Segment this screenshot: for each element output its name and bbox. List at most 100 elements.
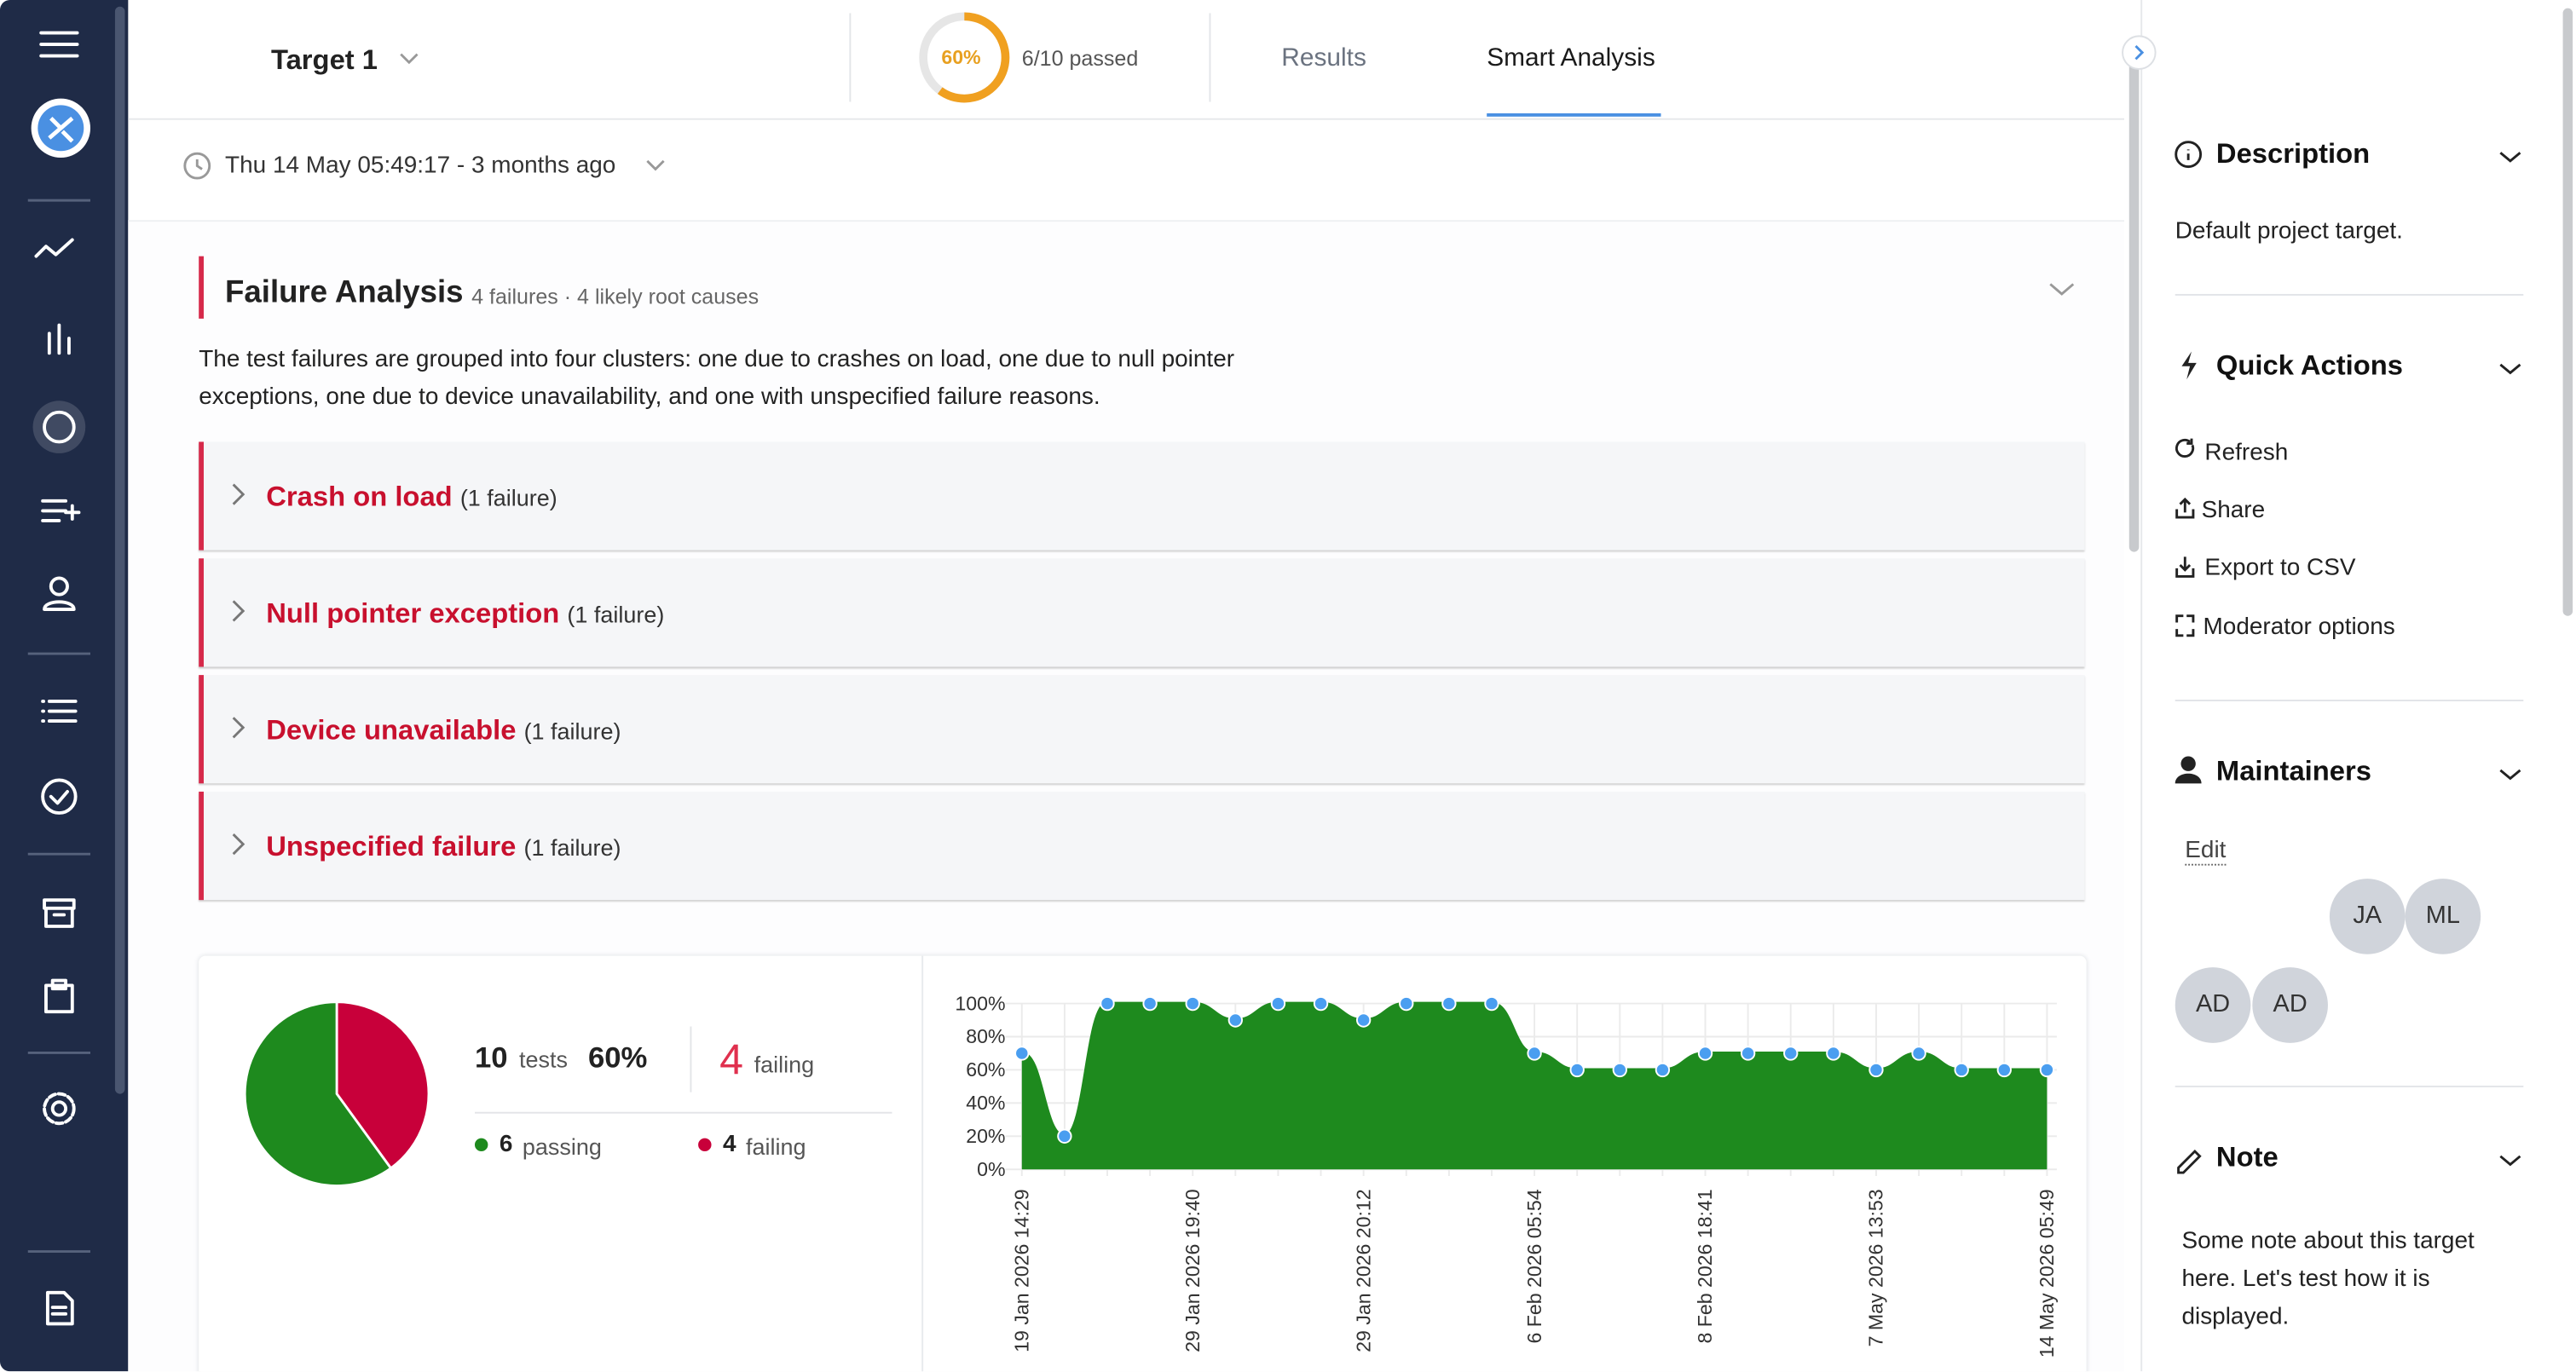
user-icon[interactable] bbox=[49, 576, 69, 597]
action-refresh[interactable]: Refresh bbox=[2204, 440, 2289, 467]
cluster-row[interactable]: Crash on load (1 failure) bbox=[199, 441, 2085, 551]
x-tick-label: 29 Jan 2026 19:40 bbox=[1181, 1189, 1204, 1352]
target-chevron[interactable] bbox=[395, 44, 428, 78]
expand-chevron bbox=[232, 833, 245, 856]
data-point bbox=[1697, 1046, 1713, 1061]
y-tick-label: 80% bbox=[966, 1025, 1005, 1047]
cluster-row[interactable]: Device unavailable (1 failure) bbox=[199, 675, 2085, 784]
legend-dot bbox=[698, 1138, 712, 1152]
data-point bbox=[2039, 1062, 2055, 1078]
clock-icon bbox=[183, 152, 211, 180]
nav-scrollbar bbox=[114, 6, 125, 1094]
data-point bbox=[1014, 1046, 1030, 1061]
timestamp-chevron[interactable] bbox=[641, 151, 674, 184]
data-point bbox=[1227, 1012, 1243, 1028]
header bbox=[128, 0, 2124, 120]
chevron bbox=[232, 600, 245, 622]
avatar[interactable]: JA bbox=[2329, 879, 2406, 954]
bars-icon[interactable] bbox=[47, 323, 71, 355]
check-icon[interactable] bbox=[41, 778, 78, 815]
cluster-name: Null pointer exception (1 failure) bbox=[266, 597, 665, 630]
total-tests: 10 bbox=[474, 1041, 508, 1075]
accent-bar bbox=[199, 256, 204, 319]
target-name[interactable]: Target 1 bbox=[271, 44, 378, 76]
data-point bbox=[1740, 1046, 1756, 1061]
x-tick-label: 19 Jan 2026 14:29 bbox=[1010, 1189, 1032, 1352]
separator bbox=[2175, 1085, 2524, 1087]
data-point bbox=[1911, 1046, 1926, 1061]
action-moderator[interactable]: Moderator options bbox=[2203, 614, 2395, 641]
area-fill bbox=[1021, 1003, 2048, 1170]
cluster-name: Unspecified failure (1 failure) bbox=[266, 831, 621, 862]
divider bbox=[474, 1111, 892, 1114]
archive-icon[interactable] bbox=[43, 898, 76, 928]
data-point bbox=[1399, 995, 1414, 1012]
data-point bbox=[1826, 1046, 1841, 1061]
data-point bbox=[1441, 995, 1457, 1012]
data-point bbox=[1270, 995, 1286, 1012]
maintainers-title[interactable]: Maintainers bbox=[2215, 755, 2372, 787]
cluster-count: (1 failure) bbox=[459, 484, 557, 511]
legend-dot bbox=[474, 1138, 488, 1152]
timestamp[interactable]: Thu 14 May 05:49:17 - 3 months ago bbox=[225, 153, 616, 180]
x-tick-label: 14 May 2026 05:49 bbox=[2036, 1189, 2058, 1358]
divider bbox=[921, 955, 924, 1372]
add-list-icon[interactable] bbox=[41, 499, 81, 522]
data-point bbox=[1612, 1062, 1627, 1078]
y-tick-label: 0% bbox=[977, 1158, 1005, 1180]
doc-icon[interactable] bbox=[45, 1290, 74, 1326]
list-icon[interactable] bbox=[41, 700, 78, 723]
pie-slice bbox=[335, 1000, 430, 1170]
sidebar-toggle[interactable] bbox=[2119, 33, 2158, 72]
divider bbox=[849, 13, 852, 102]
settings-icon[interactable] bbox=[50, 1100, 68, 1117]
x-tick-label: 7 May 2026 13:53 bbox=[1865, 1189, 1887, 1346]
data-point bbox=[1783, 1046, 1799, 1061]
pass-rate: 60% bbox=[587, 1041, 648, 1075]
note-title[interactable]: Note bbox=[2215, 1141, 2279, 1173]
separator bbox=[2175, 700, 2524, 701]
legend-label: passing bbox=[522, 1133, 602, 1160]
main-scrollbar bbox=[2128, 49, 2140, 552]
cluster-row[interactable]: Null pointer exception (1 failure) bbox=[199, 558, 2085, 667]
data-point bbox=[1868, 1062, 1884, 1078]
action-export[interactable]: Export to CSV bbox=[2204, 555, 2356, 582]
ring-progress bbox=[919, 12, 1010, 103]
chevron bbox=[232, 833, 245, 856]
y-tick-label: 20% bbox=[966, 1125, 1005, 1147]
data-point bbox=[1100, 995, 1115, 1012]
data-point bbox=[1484, 995, 1499, 1012]
pie-slice bbox=[243, 1000, 393, 1187]
collapse-chevron[interactable] bbox=[2045, 274, 2078, 308]
edit-link[interactable]: Edit bbox=[2185, 837, 2227, 866]
tab-results[interactable]: Results bbox=[1281, 44, 1366, 72]
legend-value: 4 bbox=[723, 1131, 736, 1158]
action-share[interactable]: Share bbox=[2201, 497, 2266, 524]
legend-value: 6 bbox=[499, 1131, 513, 1158]
description-title[interactable]: Description bbox=[2215, 137, 2371, 170]
data-point bbox=[1313, 995, 1329, 1012]
clipboard-icon[interactable] bbox=[44, 978, 74, 1014]
quick-actions-title[interactable]: Quick Actions bbox=[2215, 349, 2403, 382]
y-tick-label: 40% bbox=[966, 1092, 1005, 1114]
pie-icon[interactable] bbox=[43, 410, 76, 444]
trend-icon[interactable] bbox=[34, 238, 74, 258]
avatar[interactable]: AD bbox=[2252, 967, 2328, 1043]
avatar[interactable]: AD bbox=[2175, 967, 2251, 1043]
data-point bbox=[1527, 1046, 1542, 1061]
data-point bbox=[1142, 995, 1158, 1012]
passed-count: 6/10 passed bbox=[1021, 45, 1139, 71]
data-point bbox=[1954, 1062, 1969, 1078]
analysis-title: Failure Analysis bbox=[225, 275, 464, 311]
tab-underline bbox=[1487, 112, 1661, 117]
avatar[interactable]: ML bbox=[2405, 879, 2481, 954]
description-text: Default project target. bbox=[2175, 218, 2403, 245]
x-tick-label: 6 Feb 2026 05:54 bbox=[1523, 1189, 1545, 1343]
cluster-row[interactable]: Unspecified failure (1 failure) bbox=[199, 791, 2085, 901]
tab-smart-analysis[interactable]: Smart Analysis bbox=[1487, 44, 1655, 72]
expand-chevron bbox=[232, 600, 245, 622]
divider bbox=[1209, 13, 1211, 102]
menu-icon[interactable] bbox=[39, 31, 79, 58]
